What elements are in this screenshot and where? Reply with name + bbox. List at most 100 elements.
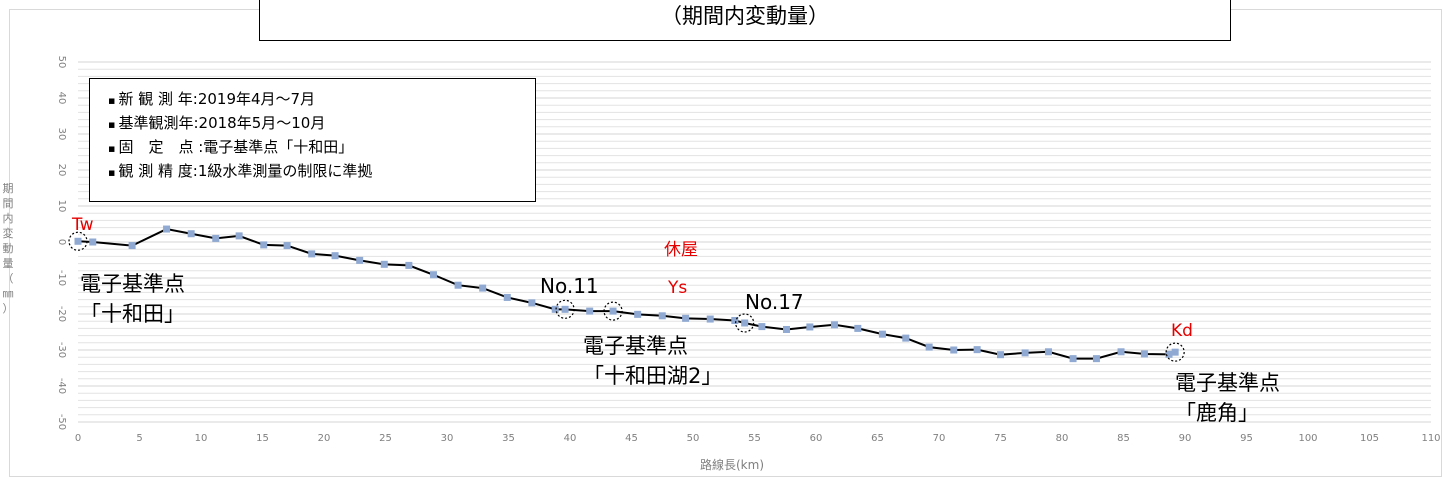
label-kd: Kd <box>1171 321 1193 341</box>
x-tick-label: 15 <box>256 433 269 444</box>
series <box>74 225 1179 363</box>
data-point <box>634 310 642 318</box>
station-lake-line1: 電子基準点 <box>583 334 688 358</box>
y-tick-label: 20 <box>56 164 67 177</box>
info-line-base-observation: 基準観測年:2018年5月～10月 <box>108 112 535 136</box>
x-tick-label: 55 <box>748 433 761 444</box>
info-line-accuracy: 観 測 精 度:1級水準測量の制限に準拠 <box>108 160 535 184</box>
data-point <box>997 351 1004 359</box>
data-point <box>405 261 413 269</box>
station-towada-line1: 電子基準点 <box>80 272 185 296</box>
x-tick-label: 110 <box>1421 433 1440 444</box>
info-box: 新 観 測 年:2019年4月～7月 基準観測年:2018年5月～10月 固 定… <box>89 78 536 202</box>
data-point <box>706 315 714 323</box>
data-point <box>308 250 316 258</box>
highlight-circles <box>68 231 1185 362</box>
y-axis-label-char: 動 <box>2 242 14 255</box>
data-point <box>503 293 511 301</box>
y-axis-label-char: ㎜ <box>2 287 14 300</box>
highlight-circle <box>1165 342 1185 362</box>
x-tick-label: 40 <box>564 433 577 444</box>
data-point <box>235 232 243 240</box>
y-axis-label-char: 変 <box>2 227 14 240</box>
data-point <box>1044 348 1052 356</box>
data-point <box>586 307 594 315</box>
data-point <box>454 281 462 289</box>
data-point <box>1021 349 1029 357</box>
label-ys: Ys <box>668 278 688 298</box>
label-tw: Tw <box>72 215 94 235</box>
data-point <box>1140 350 1148 358</box>
x-tick-label: 0 <box>75 433 81 444</box>
y-tick-label: -50 <box>56 414 67 430</box>
station-lake-line2: 「十和田湖2」 <box>583 364 723 388</box>
data-point <box>758 323 766 331</box>
data-point <box>1092 355 1100 363</box>
data-point <box>128 242 136 250</box>
x-tick-label: 60 <box>810 433 823 444</box>
data-point <box>782 325 790 333</box>
info-line-fixed-point: 固 定 点 :電子基準点「十和田」 <box>108 136 535 160</box>
data-point <box>479 284 487 292</box>
data-point <box>1171 348 1179 356</box>
x-tick-label: 20 <box>318 433 331 444</box>
y-tick-label: 30 <box>56 128 67 141</box>
data-point <box>89 238 97 246</box>
x-tick-label: 105 <box>1360 433 1379 444</box>
station-kazuno-line2: 「鹿角」 <box>1175 401 1259 425</box>
x-tick-label: 95 <box>1240 433 1253 444</box>
data-point <box>74 237 82 245</box>
data-point <box>561 305 569 313</box>
data-point <box>212 234 220 242</box>
data-point <box>187 230 195 238</box>
y-axis-label-char: 間 <box>2 197 14 210</box>
x-axis-label: 路線長(km) <box>700 458 765 472</box>
y-tick-label: -20 <box>56 306 67 322</box>
data-point <box>429 271 437 279</box>
y-axis-label-char: 量 <box>2 257 14 270</box>
y-tick-label: 10 <box>56 200 67 213</box>
data-point <box>830 321 838 329</box>
info-line-new-observation: 新 観 測 年:2019年4月～7月 <box>108 88 535 112</box>
highlight-circle <box>68 231 88 251</box>
y-axis-label-char: ） <box>2 302 14 315</box>
data-point <box>902 334 910 342</box>
station-kazuno-line1: 電子基準点 <box>1175 371 1280 395</box>
data-point <box>973 346 981 354</box>
x-tick-label: 75 <box>994 433 1007 444</box>
data-point <box>878 330 886 338</box>
data-point <box>658 312 666 320</box>
y-tick-label: 50 <box>56 56 67 69</box>
data-point <box>528 299 536 307</box>
label-no17: No.17 <box>745 290 804 314</box>
y-tick-label: -10 <box>56 270 67 286</box>
x-tick-label: 90 <box>1179 433 1192 444</box>
data-point <box>731 316 739 324</box>
x-tick-label: 10 <box>195 433 208 444</box>
data-point <box>609 307 617 315</box>
data-point <box>356 256 364 264</box>
x-tick-label: 100 <box>1298 433 1317 444</box>
highlight-circle <box>603 301 623 321</box>
x-tick-label: 5 <box>136 433 142 444</box>
y-tick-label: -40 <box>56 378 67 394</box>
data-point <box>1117 348 1125 356</box>
y-axis-label-char: 内 <box>2 212 14 225</box>
data-point <box>1069 355 1077 363</box>
data-point <box>741 319 749 327</box>
data-point <box>163 225 171 233</box>
chart-title: （期間内変動量） <box>259 0 1231 41</box>
data-point <box>854 324 862 332</box>
x-tick-label: 50 <box>687 433 700 444</box>
y-tick-label: 40 <box>56 92 67 105</box>
x-tick-label: 35 <box>502 433 515 444</box>
x-tick-label: 70 <box>933 433 946 444</box>
data-point <box>380 260 388 268</box>
y-axis-label-char: （ <box>2 272 14 285</box>
data-point <box>1165 350 1173 358</box>
data-point <box>331 252 339 260</box>
series-line <box>77 227 1176 360</box>
x-tick-label: 45 <box>625 433 638 444</box>
